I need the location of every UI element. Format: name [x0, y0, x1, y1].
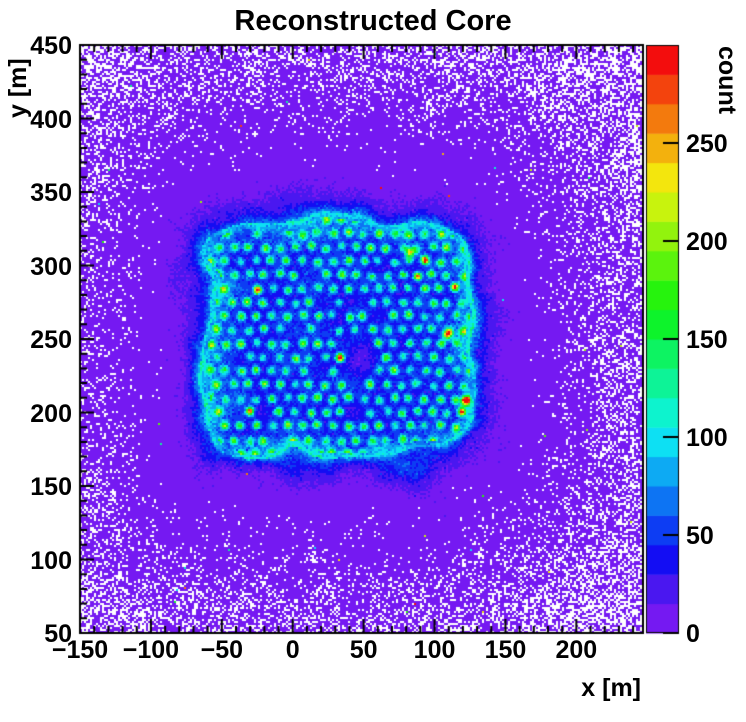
x-tick-label: −100 [122, 636, 180, 664]
y-tick-label: 350 [30, 179, 72, 207]
y-tick-label: 300 [30, 252, 72, 281]
z-tick-label: 200 [686, 228, 728, 256]
y-tick-label: 400 [30, 105, 72, 134]
y-tick-label: 100 [30, 546, 72, 575]
z-tick-label: 250 [686, 130, 728, 158]
x-axis-label: x [m] [581, 674, 641, 702]
y-tick-label: 150 [30, 473, 72, 501]
y-tick-label: 200 [30, 399, 72, 428]
y-tick-label: 450 [30, 32, 72, 60]
x-tick-label: −150 [51, 636, 109, 664]
y-tick-label: 50 [44, 620, 72, 648]
x-tick-label: 0 [285, 636, 300, 664]
x-tick-label: −50 [200, 636, 244, 664]
x-tick-label: 200 [555, 636, 598, 664]
z-tick-label: 50 [686, 522, 714, 550]
chart-title: Reconstructed Core [234, 5, 512, 37]
x-tick-label: 100 [413, 636, 456, 664]
x-tick-label: 50 [349, 636, 378, 664]
x-tick-label: 150 [484, 636, 527, 664]
z-tick-label: 150 [686, 326, 728, 354]
colorbar-title: count [713, 46, 741, 115]
y-tick-label: 250 [30, 326, 72, 354]
z-tick-label: 0 [686, 620, 700, 648]
z-tick-label: 100 [686, 424, 728, 452]
